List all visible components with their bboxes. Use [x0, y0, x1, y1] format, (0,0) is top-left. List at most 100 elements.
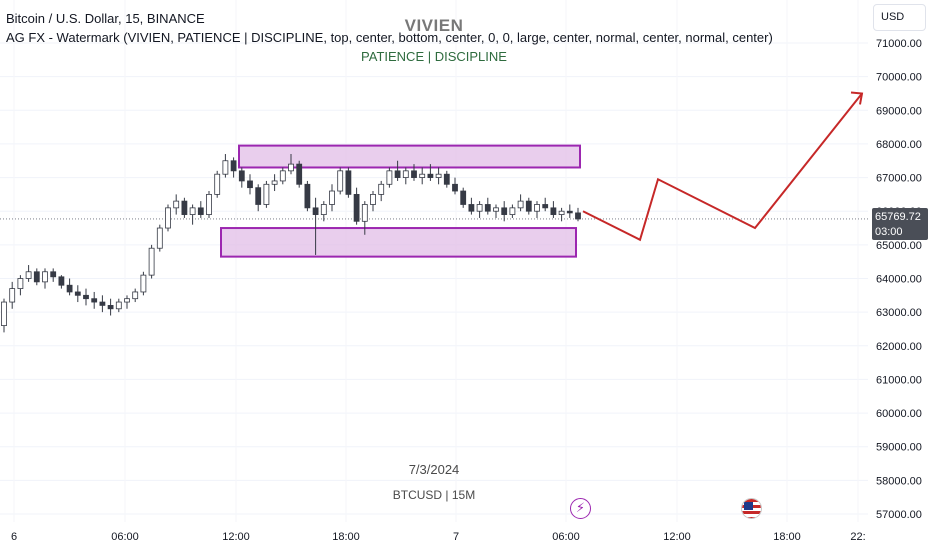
candle-body — [58, 276, 65, 286]
candle-body — [255, 187, 262, 205]
candle-body — [1, 301, 7, 326]
candle-body — [238, 170, 245, 182]
zone-rect[interactable] — [220, 227, 577, 258]
indicator-title[interactable]: AG FX - Watermark (VIVIEN, PATIENCE | DI… — [6, 30, 773, 45]
candle-body — [17, 278, 24, 289]
flag-canton — [744, 502, 753, 510]
last-price-label: 65769.72 03:00 — [872, 208, 928, 240]
price-tick-label: 65000.00 — [876, 240, 922, 252]
price-tick-label: 70000.00 — [876, 72, 922, 84]
candle-body — [411, 170, 417, 178]
time-tick-label: 12:00 — [663, 531, 691, 543]
candle-body — [181, 200, 188, 215]
us-flag-event-icon[interactable] — [741, 498, 762, 519]
price-tick-label: 71000.00 — [876, 38, 922, 50]
price-tick-label: 61000.00 — [876, 374, 922, 386]
candle-body — [165, 207, 171, 229]
chart-legend: Bitcoin / U.S. Dollar, 15, BINANCE AG FX… — [6, 9, 773, 47]
candle-body — [566, 210, 573, 214]
candle-body — [156, 227, 163, 249]
candle-body — [452, 183, 458, 192]
watermark-date: 7/3/2024 — [408, 462, 460, 477]
price-tick-label: 64000.00 — [876, 274, 922, 286]
price-tick-label: 60000.00 — [876, 408, 922, 420]
candle-body — [345, 170, 352, 195]
zone-rect[interactable] — [238, 144, 581, 169]
candlestick-series — [1, 154, 581, 333]
price-tick-label: 69000.00 — [876, 105, 922, 117]
candle-body — [197, 207, 204, 215]
time-tick-label: 22: — [850, 531, 865, 543]
candle-body — [296, 163, 303, 185]
candle-body — [140, 274, 147, 293]
candle-body — [50, 271, 57, 278]
candle-body — [263, 183, 270, 205]
time-tick-label: 7 — [453, 531, 459, 543]
last-price-value: 65769.72 — [875, 211, 921, 223]
candle-body — [378, 183, 385, 195]
price-tick-label: 59000.00 — [876, 442, 922, 454]
candle-body — [214, 173, 221, 195]
candle-body — [99, 301, 106, 306]
time-tick-label: 06:00 — [111, 531, 139, 543]
candle-body — [353, 193, 360, 222]
candle-body — [33, 271, 40, 283]
time-scale-labels: 6 06:00 12:00 18:00 7 06:00 12:00 18:00 22: — [11, 531, 866, 543]
zone-rectangles — [220, 144, 581, 258]
candle-body — [91, 298, 98, 303]
projection-line[interactable] — [582, 92, 863, 242]
candle-body — [74, 291, 81, 296]
candle-body — [189, 207, 196, 215]
candle-body — [509, 207, 516, 215]
candle-body — [517, 200, 524, 209]
currency-selector[interactable]: USD — [873, 4, 926, 31]
lightning-event-icon[interactable]: ⚡ — [570, 498, 591, 519]
candle-body — [247, 180, 253, 189]
candle-body — [558, 210, 565, 215]
candle-body — [124, 298, 130, 303]
watermark-symbol: BTCUSD | 15M — [392, 488, 476, 502]
candle-body — [107, 305, 114, 310]
candle-body — [271, 180, 278, 185]
candle-body — [402, 170, 409, 178]
candle-body — [25, 271, 32, 279]
candle-body — [83, 294, 89, 300]
time-tick-label: 18:00 — [332, 531, 360, 543]
candle-body — [173, 200, 180, 209]
candle-body — [468, 204, 475, 212]
time-tick-label: 06:00 — [552, 531, 580, 543]
chart-grid — [0, 42, 868, 515]
candle-body — [427, 173, 434, 178]
symbol-title[interactable]: Bitcoin / U.S. Dollar, 15, BINANCE — [6, 11, 205, 26]
candle-body — [230, 160, 237, 172]
candle-body — [443, 173, 450, 185]
candle-body — [501, 207, 508, 215]
price-tick-label: 67000.00 — [876, 173, 922, 185]
candle-body — [370, 193, 376, 205]
price-tick-label: 63000.00 — [876, 307, 922, 319]
candle-body — [329, 190, 335, 205]
time-tick-label: 12:00 — [222, 531, 250, 543]
candle-body — [525, 200, 532, 212]
candle-body — [312, 207, 319, 215]
price-tick-label: 57000.00 — [876, 509, 922, 521]
candle-body — [493, 207, 499, 212]
time-tick-label: 6 — [11, 531, 17, 543]
candle-body — [304, 183, 311, 209]
candle-body — [484, 204, 491, 212]
price-tick-label: 68000.00 — [876, 139, 922, 151]
watermark-title: VIVIEN — [404, 16, 464, 35]
candle-body — [132, 291, 139, 300]
candle-body — [534, 204, 540, 212]
candle-body — [337, 170, 344, 192]
time-tick-label: 18:00 — [773, 531, 801, 543]
candle-body — [542, 204, 549, 209]
candle-body — [279, 170, 286, 182]
bar-countdown: 03:00 — [875, 226, 903, 238]
candle-body — [460, 190, 467, 205]
candle-body — [9, 288, 16, 303]
candle-body — [386, 170, 393, 185]
candle-body — [320, 204, 327, 215]
candle-body — [66, 284, 73, 293]
